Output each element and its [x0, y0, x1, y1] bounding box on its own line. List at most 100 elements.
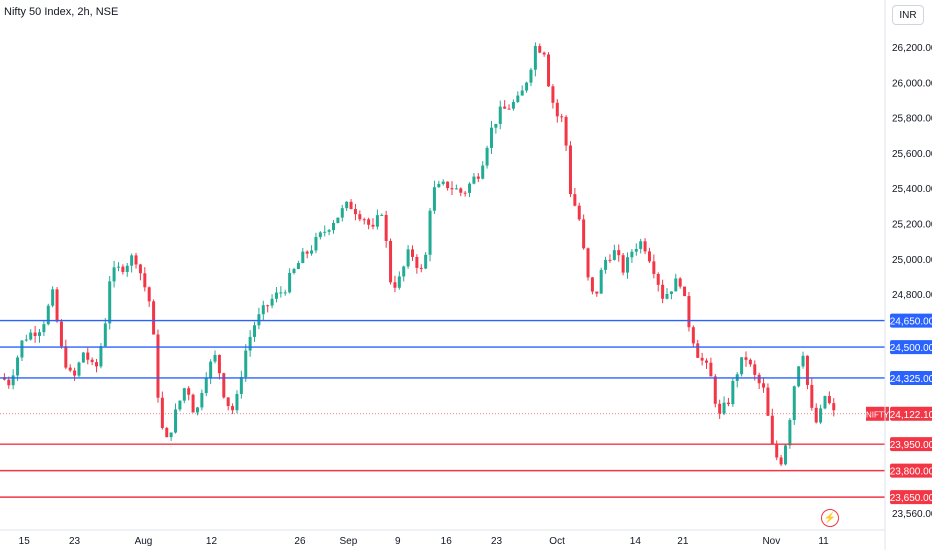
x-tick-label: 16	[441, 536, 453, 547]
candle-body	[165, 427, 169, 438]
candle-body	[827, 396, 831, 404]
candle-body	[204, 377, 208, 394]
candle-body	[511, 101, 515, 109]
candle-body	[779, 457, 783, 465]
candle-body	[292, 269, 296, 273]
candle-body	[371, 224, 375, 227]
candle-body	[209, 361, 213, 378]
candle-body	[656, 273, 660, 285]
level-label: 23,950.00	[890, 437, 932, 451]
candle-body	[634, 248, 638, 252]
candle-body	[683, 286, 687, 297]
candle-body	[130, 255, 134, 266]
candle-body	[7, 379, 11, 386]
candle-body	[231, 406, 235, 411]
candle-body	[468, 183, 472, 193]
candle-body	[108, 281, 112, 324]
x-tick-label: Aug	[135, 536, 153, 547]
candle-body	[169, 432, 173, 438]
candle-body	[661, 284, 665, 299]
candle-body	[687, 296, 691, 328]
candle-body	[283, 292, 287, 294]
candle-body	[753, 364, 757, 375]
candle-body	[200, 393, 204, 408]
level-label: 24,650.00	[890, 313, 932, 328]
candle-body	[305, 251, 309, 254]
currency-button[interactable]: INR	[892, 5, 924, 25]
flash-icon[interactable]: ⚡	[821, 509, 839, 527]
candle-body	[792, 386, 796, 421]
level-label: 24,325.00	[890, 370, 932, 385]
candle-body	[766, 387, 770, 416]
candle-body	[384, 214, 388, 241]
candle-body	[555, 102, 559, 117]
candle-body	[595, 291, 599, 294]
candle-body	[617, 250, 621, 256]
candle-body	[498, 106, 502, 124]
candle-body	[424, 254, 428, 269]
candle-body	[239, 377, 243, 394]
candle-body	[612, 250, 616, 260]
candle-body	[520, 90, 524, 96]
candle-body	[410, 249, 414, 257]
candle-body	[533, 46, 537, 70]
candle-body	[731, 380, 735, 405]
candle-body	[380, 214, 384, 216]
candle-body	[81, 352, 85, 363]
candle-body	[156, 334, 160, 398]
candle-body	[718, 403, 722, 414]
candle-body	[564, 116, 568, 146]
candle-body	[51, 289, 55, 306]
candle-body	[626, 257, 630, 273]
level-label: 23,800.00	[890, 463, 932, 478]
candle-body	[20, 340, 24, 358]
candle-body	[42, 324, 46, 333]
candle-body	[389, 240, 393, 283]
candle-body	[95, 362, 99, 367]
candle-body	[261, 305, 265, 315]
candle-body	[55, 289, 59, 322]
candle-body	[274, 292, 278, 299]
level-label-text: 24,325.00	[890, 374, 932, 385]
y-tick-label: 23,560.00	[892, 509, 932, 520]
x-tick-label: Sep	[340, 536, 358, 547]
candle-body	[647, 251, 651, 262]
candle-body	[538, 46, 542, 53]
candle-body	[463, 192, 467, 194]
candle-body	[713, 376, 717, 404]
y-tick-label: 25,800.00	[892, 114, 932, 125]
candle-body	[551, 86, 555, 103]
candle-body	[788, 420, 792, 446]
candle-body	[814, 407, 818, 423]
candle-body	[178, 400, 182, 410]
candle-body	[288, 272, 292, 293]
candle-body	[441, 181, 445, 184]
candle-body	[832, 403, 836, 411]
candle-body	[432, 187, 436, 211]
candle-body	[125, 265, 129, 272]
candle-body	[340, 208, 344, 218]
candle-body	[393, 282, 397, 288]
candle-body	[643, 241, 647, 252]
candle-body	[152, 301, 156, 335]
candle-body	[428, 210, 432, 255]
y-tick-label: 26,200.00	[892, 43, 932, 54]
candle-body	[560, 116, 564, 118]
candle-body	[674, 278, 678, 292]
candle-body	[599, 269, 603, 294]
candle-body	[147, 287, 151, 302]
candle-body	[437, 183, 441, 188]
candle-body	[823, 396, 827, 409]
candle-body	[503, 106, 507, 109]
candle-body	[744, 357, 748, 360]
x-tick-label: Oct	[549, 536, 565, 547]
x-tick-label: 21	[677, 536, 689, 547]
candle-body	[143, 273, 147, 288]
last-price-tag: NIFTY 24,122.10	[866, 406, 932, 421]
candle-body	[801, 355, 805, 367]
y-tick-label: 25,600.00	[892, 149, 932, 160]
candle-body	[226, 397, 230, 407]
candle-body	[367, 219, 371, 225]
candle-body	[345, 201, 349, 209]
